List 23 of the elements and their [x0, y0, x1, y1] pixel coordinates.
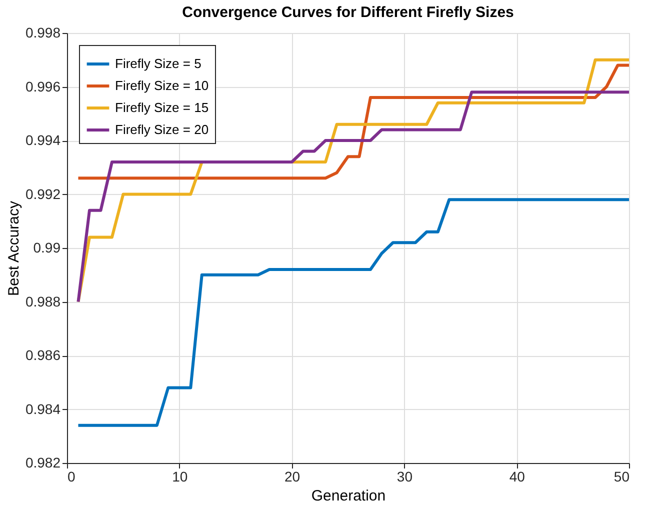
x-tick-label: 0: [68, 468, 76, 484]
y-tick-label: 0.994: [25, 132, 61, 148]
y-tick-label: 0.986: [25, 347, 61, 363]
y-tick-label: 0.982: [25, 454, 61, 470]
x-tick-label: 20: [284, 468, 300, 484]
x-axis-title: Generation: [311, 488, 386, 504]
y-tick-label: 0.99: [33, 240, 61, 256]
legend-label: Firefly Size = 10: [115, 78, 209, 93]
y-tick-label: 0.996: [25, 78, 61, 94]
y-tick-label: 0.998: [25, 24, 61, 40]
line-series: [76, 198, 630, 427]
y-tick-label: 0.992: [25, 186, 61, 202]
x-tick-label: 50: [614, 468, 630, 484]
legend-label: Firefly Size = 5: [115, 56, 202, 71]
legend-label: Firefly Size = 15: [115, 100, 209, 115]
x-tick-label: 30: [396, 468, 413, 484]
y-tick-label: 0.984: [25, 400, 61, 417]
legend-label: Firefly Size = 20: [115, 122, 209, 137]
x-tick-label: 10: [172, 468, 188, 484]
y-axis-title: Best Accuracy: [5, 200, 22, 296]
chart-title: Convergence Curves for Different Firefly Sizes: [182, 4, 514, 21]
x-tick-label: 40: [509, 468, 526, 484]
y-tick-label: 0.988: [25, 293, 61, 310]
